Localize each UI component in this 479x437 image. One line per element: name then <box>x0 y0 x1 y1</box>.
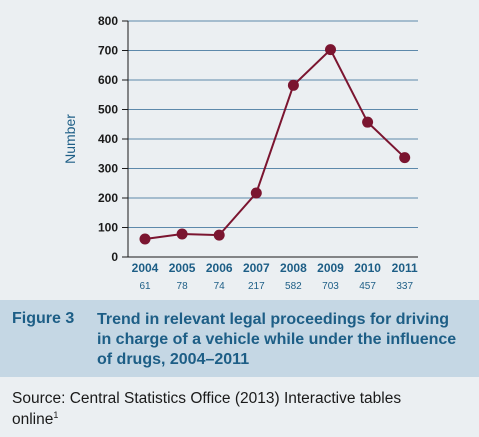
count-label-2004: 61 <box>139 281 151 292</box>
plot-area: 0 100 200 300 400 500 600 700 800 Number 2004 61 200… <box>62 14 419 292</box>
count-label-2011: 337 <box>396 281 413 292</box>
ytick-label-300: 300 <box>98 162 118 176</box>
xtick-label-2008: 2008 <box>280 261 307 275</box>
y-axis-title: Number <box>62 114 78 164</box>
xtick-label-2011: 2011 <box>392 261 418 275</box>
xtick-label-2009: 2009 <box>317 261 344 275</box>
source-text: Source: Central Statistics Office (2013)… <box>12 390 402 428</box>
data-point-2004 <box>139 233 151 245</box>
count-label-2007: 217 <box>248 281 265 292</box>
count-label-2006: 74 <box>214 281 226 292</box>
ytick-label-700: 700 <box>98 44 118 58</box>
xtick-label-2010: 2010 <box>354 261 381 275</box>
ytick-label-400: 400 <box>98 132 118 146</box>
ytick-label-200: 200 <box>98 191 118 205</box>
figure-title: Trend in relevant legal proceedings for … <box>97 311 457 368</box>
data-point-2007 <box>250 187 262 199</box>
ytick-label-0: 0 <box>111 250 118 264</box>
ytick-label-500: 500 <box>98 103 118 117</box>
data-point-2008 <box>287 79 299 91</box>
source-note: Source: Central Statistics Office (2013)… <box>12 388 432 430</box>
count-label-2005: 78 <box>177 281 189 292</box>
caption-band: Figure 3 Trend in relevant legal proceed… <box>0 300 479 377</box>
data-point-2010 <box>362 116 374 128</box>
count-label-2009: 703 <box>322 281 339 292</box>
series-line <box>144 47 406 240</box>
xtick-label-2005: 2005 <box>169 261 196 275</box>
xtick-label-2004: 2004 <box>132 261 159 275</box>
ytick-label-100: 100 <box>98 221 118 235</box>
ytick-label-600: 600 <box>98 73 118 87</box>
line-chart: 0 100 200 300 400 500 600 700 800 Number 2004 61 200… <box>62 14 418 292</box>
ytick-label-800: 800 <box>98 14 118 28</box>
data-point-2005 <box>176 228 188 240</box>
xtick-label-2006: 2006 <box>206 261 233 275</box>
footnote-mark: 1 <box>53 409 59 420</box>
count-label-2010: 457 <box>359 281 376 292</box>
data-point-2009 <box>325 44 336 56</box>
data-point-2006 <box>213 229 225 241</box>
data-point-2011 <box>399 152 411 164</box>
xtick-label-2007: 2007 <box>243 261 270 275</box>
count-label-2008: 582 <box>285 281 302 292</box>
figure-number: Figure 3 <box>12 310 75 327</box>
